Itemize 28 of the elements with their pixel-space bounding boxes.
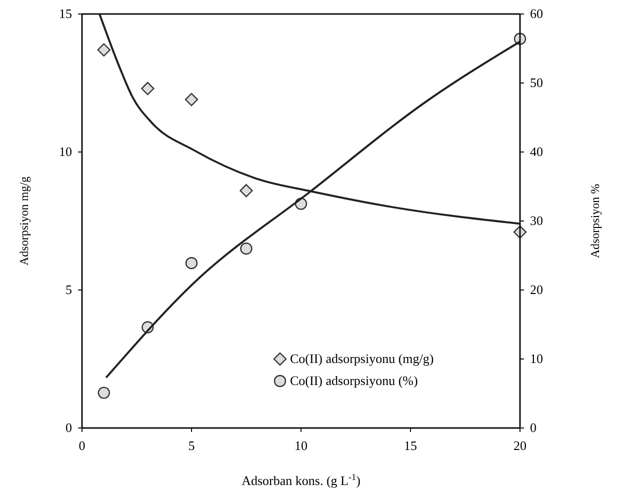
y-axis-title: Adsorpsiyon mg/g	[17, 176, 31, 266]
x-tick-label: 20	[514, 438, 526, 453]
y2-tick-label: 10	[530, 351, 543, 366]
point	[185, 256, 198, 270]
point	[240, 184, 253, 198]
y-tick-label: 0	[66, 420, 72, 435]
y2-tick-label: 60	[530, 6, 543, 21]
y2-tick-label: 40	[530, 144, 543, 159]
y2-tick-label: 0	[530, 420, 536, 435]
x-tick-label: 10	[294, 438, 308, 453]
point	[240, 242, 252, 255]
point	[98, 386, 110, 399]
y-tick-label: 10	[59, 144, 72, 159]
y2-tick-label: 30	[530, 213, 543, 228]
y-tick-label: 5	[66, 282, 72, 297]
y2-axis-title: Adsorpsiyon %	[588, 184, 602, 258]
legend-label: Co(II) adsorpsiyonu (mg/g)	[290, 351, 434, 366]
x-tick-label: 15	[404, 438, 417, 453]
point	[141, 82, 154, 96]
legend-label: Co(II) adsorpsiyonu (%)	[290, 373, 418, 388]
point	[184, 92, 198, 106]
y2-tick-label: 50	[530, 75, 543, 90]
x-tick-label: 5	[188, 438, 195, 453]
x-tick-label: 0	[78, 438, 86, 453]
point	[97, 43, 110, 56]
y2-tick-label: 20	[530, 282, 543, 297]
x-axis-title: Adsorban kons. (g L$^{-1}$)	[242, 472, 360, 488]
y-tick-label: 15	[59, 6, 72, 21]
